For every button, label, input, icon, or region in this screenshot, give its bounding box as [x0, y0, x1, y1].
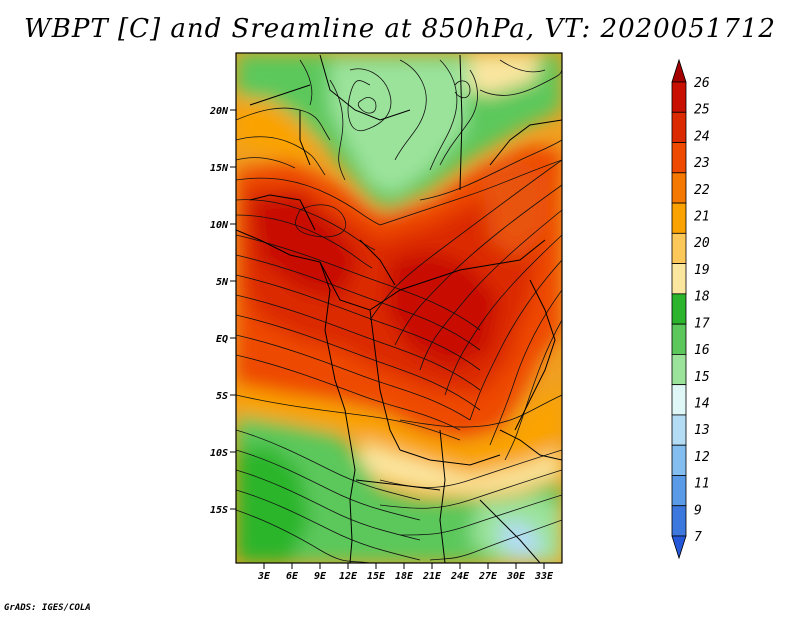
colorbar-label: 18 [694, 290, 710, 305]
country-borders [236, 54, 562, 563]
lon-label: 9E [314, 571, 327, 582]
colorbar-swatch [671, 232, 687, 264]
latitude-axis: 20N 15N 10N 5N EQ 5S 10S 15S [209, 106, 236, 516]
lon-label: 12E [339, 571, 358, 582]
colorbar-swatch [671, 353, 687, 386]
colorbar-label: 11 [694, 477, 710, 492]
colorbar-swatch [671, 142, 687, 174]
lon-label: 21E [422, 571, 442, 582]
colorbar-label: 17 [694, 316, 710, 331]
colorbar-swatch [671, 475, 687, 507]
colorbar-swatch [671, 263, 687, 295]
lat-label: 15N [210, 163, 229, 174]
colorbar-swatch [671, 111, 687, 143]
lat-label: 20N [209, 106, 229, 117]
wbpt-shading [236, 53, 562, 563]
map-title: WBPT [C] and Sreamline at 850hPa, VT: 20… [24, 14, 776, 44]
colorbar-swatch [671, 323, 687, 355]
colorbar-label: 19 [694, 263, 710, 278]
colorbar-label: 7 [694, 530, 702, 545]
colorbar-label: 9 [694, 503, 702, 518]
colorbar-swatch [671, 293, 687, 325]
lon-label: 15E [367, 571, 386, 582]
plot-frame [235, 52, 563, 564]
colorbar-label: 23 [694, 156, 710, 171]
colorbar-label: 14 [694, 396, 710, 411]
colorbar-swatch [671, 172, 687, 204]
lat-label: EQ [216, 334, 228, 345]
colorbar-swatch [671, 202, 687, 234]
colorbar-bottom-arrow [671, 535, 687, 560]
colorbar-label: 16 [694, 343, 710, 358]
colorbar-swatch [671, 505, 687, 537]
colorbar-label: 12 [694, 450, 710, 465]
colorbar-label: 20 [694, 236, 710, 251]
lat-label: 5N [216, 277, 229, 288]
colorbar-label: 22 [694, 183, 710, 198]
lon-label: 3E [257, 571, 271, 582]
lat-label: 5S [216, 391, 228, 402]
colorbar-swatch [671, 384, 687, 416]
lon-label: 30E [506, 571, 526, 582]
lat-label: 15S [210, 505, 228, 516]
colorbar-label: 21 [694, 210, 710, 225]
lat-label: 10N [210, 220, 229, 231]
colorbar-top-arrow [671, 58, 687, 83]
colorbar-label: 13 [694, 423, 710, 438]
colorbar-label: 25 [694, 103, 710, 118]
colorbar-label: 24 [694, 129, 710, 144]
lon-label: 18E [395, 571, 414, 582]
grads-credit: GrADS: IGES/COLA [4, 603, 91, 613]
streamlines [236, 59, 562, 563]
colorbar: 26 25 24 23 22 21 20 19 18 17 16 15 14 13 12 11 9 7 [671, 58, 710, 560]
lon-label: 24E [450, 571, 470, 582]
colorbar-swatch [671, 81, 687, 113]
lon-label: 27E [478, 571, 498, 582]
lat-label: 10S [210, 448, 228, 459]
colorbar-swatch [671, 444, 687, 476]
colorbar-swatch [671, 414, 687, 446]
longitude-axis: 3E 6E 9E 12E 15E 18E 21E 24E 27E 30E 33E [257, 563, 554, 582]
lon-label: 6E [286, 571, 299, 582]
colorbar-label: 26 [694, 76, 710, 91]
colorbar-label: 15 [694, 370, 710, 385]
lon-label: 33E [534, 571, 554, 582]
